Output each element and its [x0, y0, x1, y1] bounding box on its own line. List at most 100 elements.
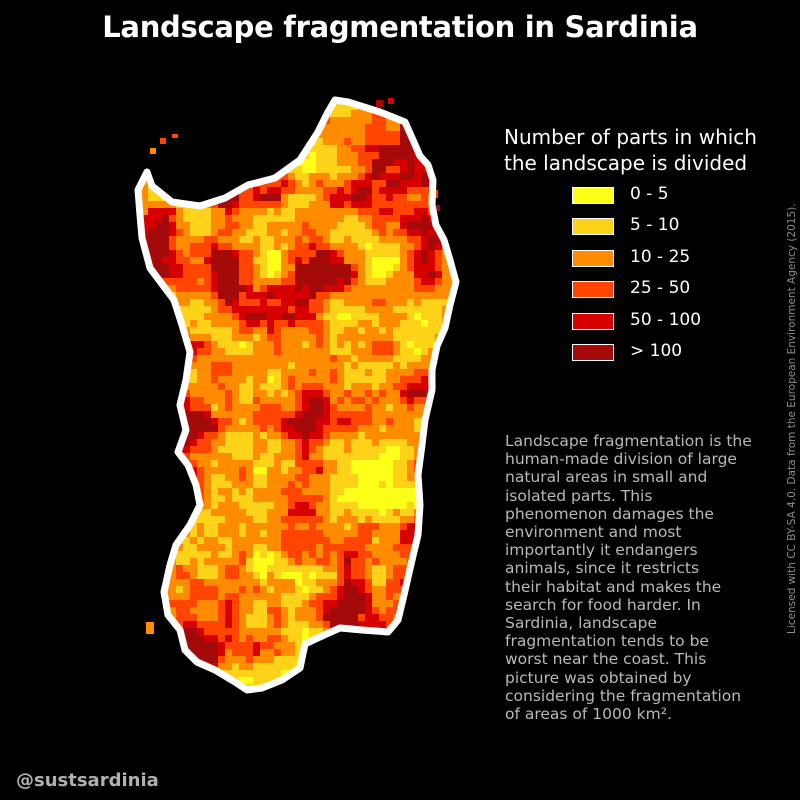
- map-cell: [456, 215, 464, 223]
- map-cell: [211, 250, 219, 258]
- map-cell: [218, 509, 226, 517]
- map-cell: [281, 348, 289, 356]
- map-cell: [155, 551, 163, 559]
- map-cell: [316, 544, 324, 552]
- map-cell: [260, 362, 268, 370]
- map-cell: [330, 495, 338, 503]
- map-cell: [449, 348, 456, 356]
- map-cell: [141, 537, 149, 545]
- map-cell: [169, 264, 177, 272]
- map-cell: [344, 285, 352, 293]
- map-cell: [428, 614, 436, 622]
- map-cell: [435, 642, 443, 650]
- map-cell: [316, 194, 324, 202]
- map-cell: [400, 145, 408, 153]
- map-cell: [155, 516, 163, 524]
- map-cell: [148, 159, 156, 167]
- map-cell: [267, 397, 275, 405]
- map-cell: [169, 495, 177, 503]
- map-cell: [379, 495, 387, 503]
- map-cell: [138, 600, 142, 608]
- map-cell: [323, 593, 331, 601]
- map-cell: [358, 439, 366, 447]
- map-cell: [218, 166, 226, 174]
- map-cell: [435, 100, 443, 104]
- map-cell: [148, 474, 156, 482]
- map-cell: [323, 201, 331, 209]
- map-cell: [365, 467, 373, 475]
- map-cell: [400, 201, 408, 209]
- map-cell: [302, 684, 310, 690]
- map-cell: [435, 663, 443, 671]
- map-cell: [393, 481, 401, 489]
- map-cell: [183, 306, 191, 314]
- map-cell: [204, 166, 212, 174]
- map-cell: [260, 425, 268, 433]
- map-cell: [393, 145, 401, 153]
- map-cell: [358, 348, 366, 356]
- map-cell: [162, 635, 170, 643]
- map-cell: [169, 481, 177, 489]
- map-cell: [407, 100, 415, 104]
- map-cell: [358, 418, 366, 426]
- map-cell: [246, 166, 254, 174]
- map-cell: [204, 572, 212, 580]
- map-cell: [400, 467, 408, 475]
- map-cell: [148, 110, 156, 118]
- map-cell: [183, 229, 191, 237]
- map-cell: [428, 306, 436, 314]
- map-cell: [288, 418, 296, 426]
- map-cell: [421, 334, 429, 342]
- map-cell: [138, 635, 142, 643]
- map-cell: [358, 173, 366, 181]
- map-cell: [372, 397, 380, 405]
- map-cell: [246, 614, 254, 622]
- map-cell: [288, 362, 296, 370]
- map-cell: [428, 544, 436, 552]
- map-cell: [225, 495, 233, 503]
- map-cell: [197, 572, 205, 580]
- map-cell: [400, 635, 408, 643]
- map-cell: [337, 677, 345, 685]
- map-cell: [281, 201, 289, 209]
- map-cell: [211, 565, 219, 573]
- map-cell: [218, 131, 226, 139]
- map-cell: [148, 656, 156, 664]
- map-cell: [337, 194, 345, 202]
- map-cell: [372, 173, 380, 181]
- map-cell: [239, 117, 247, 125]
- islet: [172, 134, 178, 138]
- map-cell: [274, 481, 282, 489]
- map-cell: [246, 320, 254, 328]
- map-cell: [190, 215, 198, 223]
- map-cell: [365, 663, 373, 671]
- map-cell: [141, 362, 149, 370]
- map-cell: [351, 481, 359, 489]
- map-cell: [162, 299, 170, 307]
- map-cell: [316, 313, 324, 321]
- map-cell: [260, 117, 268, 125]
- map-cell: [267, 488, 275, 496]
- map-cell: [337, 222, 345, 230]
- map-cell: [316, 551, 324, 559]
- map-cell: [267, 586, 275, 594]
- map-cell: [323, 614, 331, 622]
- map-cell: [400, 509, 408, 517]
- map-cell: [288, 278, 296, 286]
- map-cell: [351, 201, 359, 209]
- map-cell: [246, 278, 254, 286]
- map-cell: [379, 558, 387, 566]
- map-cell: [372, 299, 380, 307]
- map-cell: [365, 348, 373, 356]
- map-cell: [379, 131, 387, 139]
- map-cell: [421, 103, 429, 111]
- map-cell: [295, 488, 303, 496]
- map-cell: [176, 215, 184, 223]
- map-cell: [295, 453, 303, 461]
- map-cell: [295, 677, 303, 685]
- map-cell: [344, 194, 352, 202]
- map-cell: [197, 586, 205, 594]
- map-cell: [435, 124, 443, 132]
- map-cell: [309, 236, 317, 244]
- map-cell: [253, 579, 261, 587]
